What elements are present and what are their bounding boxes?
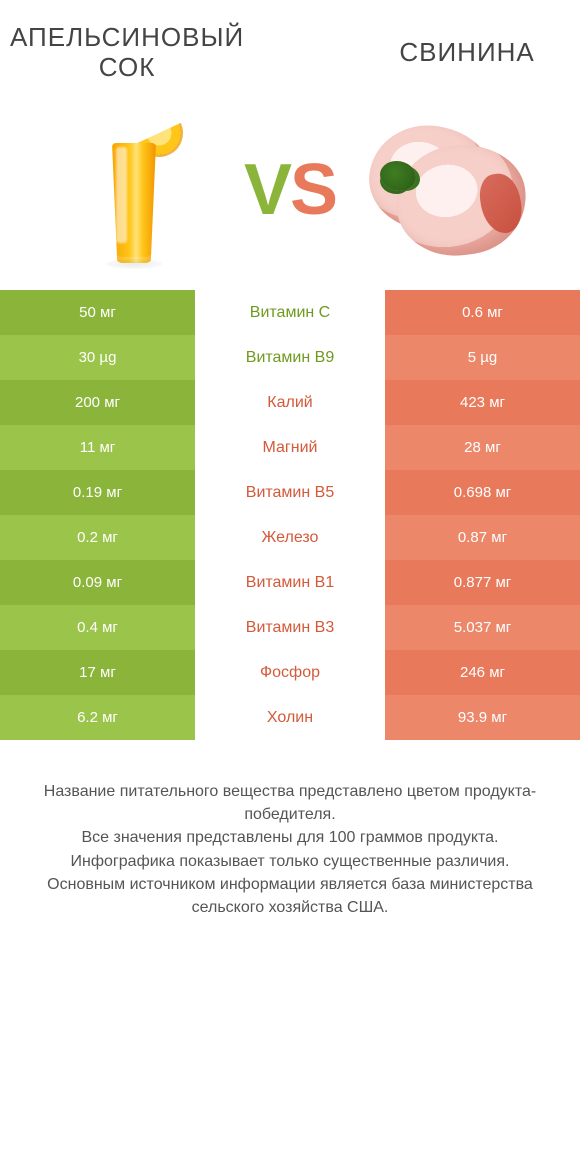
- right-value: 28 мг: [385, 425, 580, 470]
- nutrient-name: Витамин B1: [195, 560, 385, 605]
- nutrient-name: Калий: [195, 380, 385, 425]
- table-row: 200 мгКалий423 мг: [0, 380, 580, 425]
- pork-icon: [350, 105, 540, 275]
- images-row: VS: [0, 90, 580, 290]
- nutrient-name: Витамин C: [195, 290, 385, 335]
- right-value: 0.87 мг: [385, 515, 580, 560]
- right-product-image: [350, 95, 540, 285]
- nutrient-name: Фосфор: [195, 650, 385, 695]
- footer-notes: Название питательного вещества представл…: [0, 740, 580, 919]
- table-row: 0.19 мгВитамин B50.698 мг: [0, 470, 580, 515]
- left-value: 0.19 мг: [0, 470, 195, 515]
- table-row: 0.09 мгВитамин B10.877 мг: [0, 560, 580, 605]
- right-value: 5 µg: [385, 335, 580, 380]
- vs-v: V: [244, 150, 290, 230]
- footer-line: Инфографика показывает только существенн…: [28, 850, 552, 873]
- right-value: 0.698 мг: [385, 470, 580, 515]
- left-value: 6.2 мг: [0, 695, 195, 740]
- left-value: 0.2 мг: [0, 515, 195, 560]
- right-value: 5.037 мг: [385, 605, 580, 650]
- table-row: 0.4 мгВитамин B35.037 мг: [0, 605, 580, 650]
- nutrient-name: Холин: [195, 695, 385, 740]
- right-value: 0.877 мг: [385, 560, 580, 605]
- right-value: 0.6 мг: [385, 290, 580, 335]
- left-product-title: АПЕЛЬСИНОВЫЙ СОК: [10, 18, 244, 88]
- table-row: 6.2 мгХолин93.9 мг: [0, 695, 580, 740]
- nutrient-name: Железо: [195, 515, 385, 560]
- right-value: 423 мг: [385, 380, 580, 425]
- footer-line: Название питательного вещества представл…: [28, 780, 552, 826]
- right-value: 246 мг: [385, 650, 580, 695]
- left-value: 0.4 мг: [0, 605, 195, 650]
- left-product-image: [40, 95, 230, 285]
- table-row: 30 µgВитамин B95 µg: [0, 335, 580, 380]
- vs-s: S: [290, 150, 336, 230]
- left-value: 200 мг: [0, 380, 195, 425]
- orange-juice-icon: [80, 105, 190, 275]
- vs-label: VS: [230, 149, 350, 231]
- left-value: 0.09 мг: [0, 560, 195, 605]
- table-row: 17 мгФосфор246 мг: [0, 650, 580, 695]
- left-value: 50 мг: [0, 290, 195, 335]
- nutrient-name: Магний: [195, 425, 385, 470]
- left-value: 11 мг: [0, 425, 195, 470]
- right-product-title: СВИНИНА: [364, 18, 570, 88]
- nutrient-name: Витамин B9: [195, 335, 385, 380]
- footer-line: Все значения представлены для 100 граммо…: [28, 826, 552, 849]
- left-value: 17 мг: [0, 650, 195, 695]
- footer-line: Основным источником информации является …: [28, 873, 552, 919]
- table-row: 50 мгВитамин C0.6 мг: [0, 290, 580, 335]
- table-row: 0.2 мгЖелезо0.87 мг: [0, 515, 580, 560]
- nutrient-name: Витамин B5: [195, 470, 385, 515]
- right-value: 93.9 мг: [385, 695, 580, 740]
- comparison-table: 50 мгВитамин C0.6 мг30 µgВитамин B95 µg2…: [0, 290, 580, 740]
- table-row: 11 мгМагний28 мг: [0, 425, 580, 470]
- nutrient-name: Витамин B3: [195, 605, 385, 650]
- left-value: 30 µg: [0, 335, 195, 380]
- header: АПЕЛЬСИНОВЫЙ СОК СВИНИНА: [0, 0, 580, 90]
